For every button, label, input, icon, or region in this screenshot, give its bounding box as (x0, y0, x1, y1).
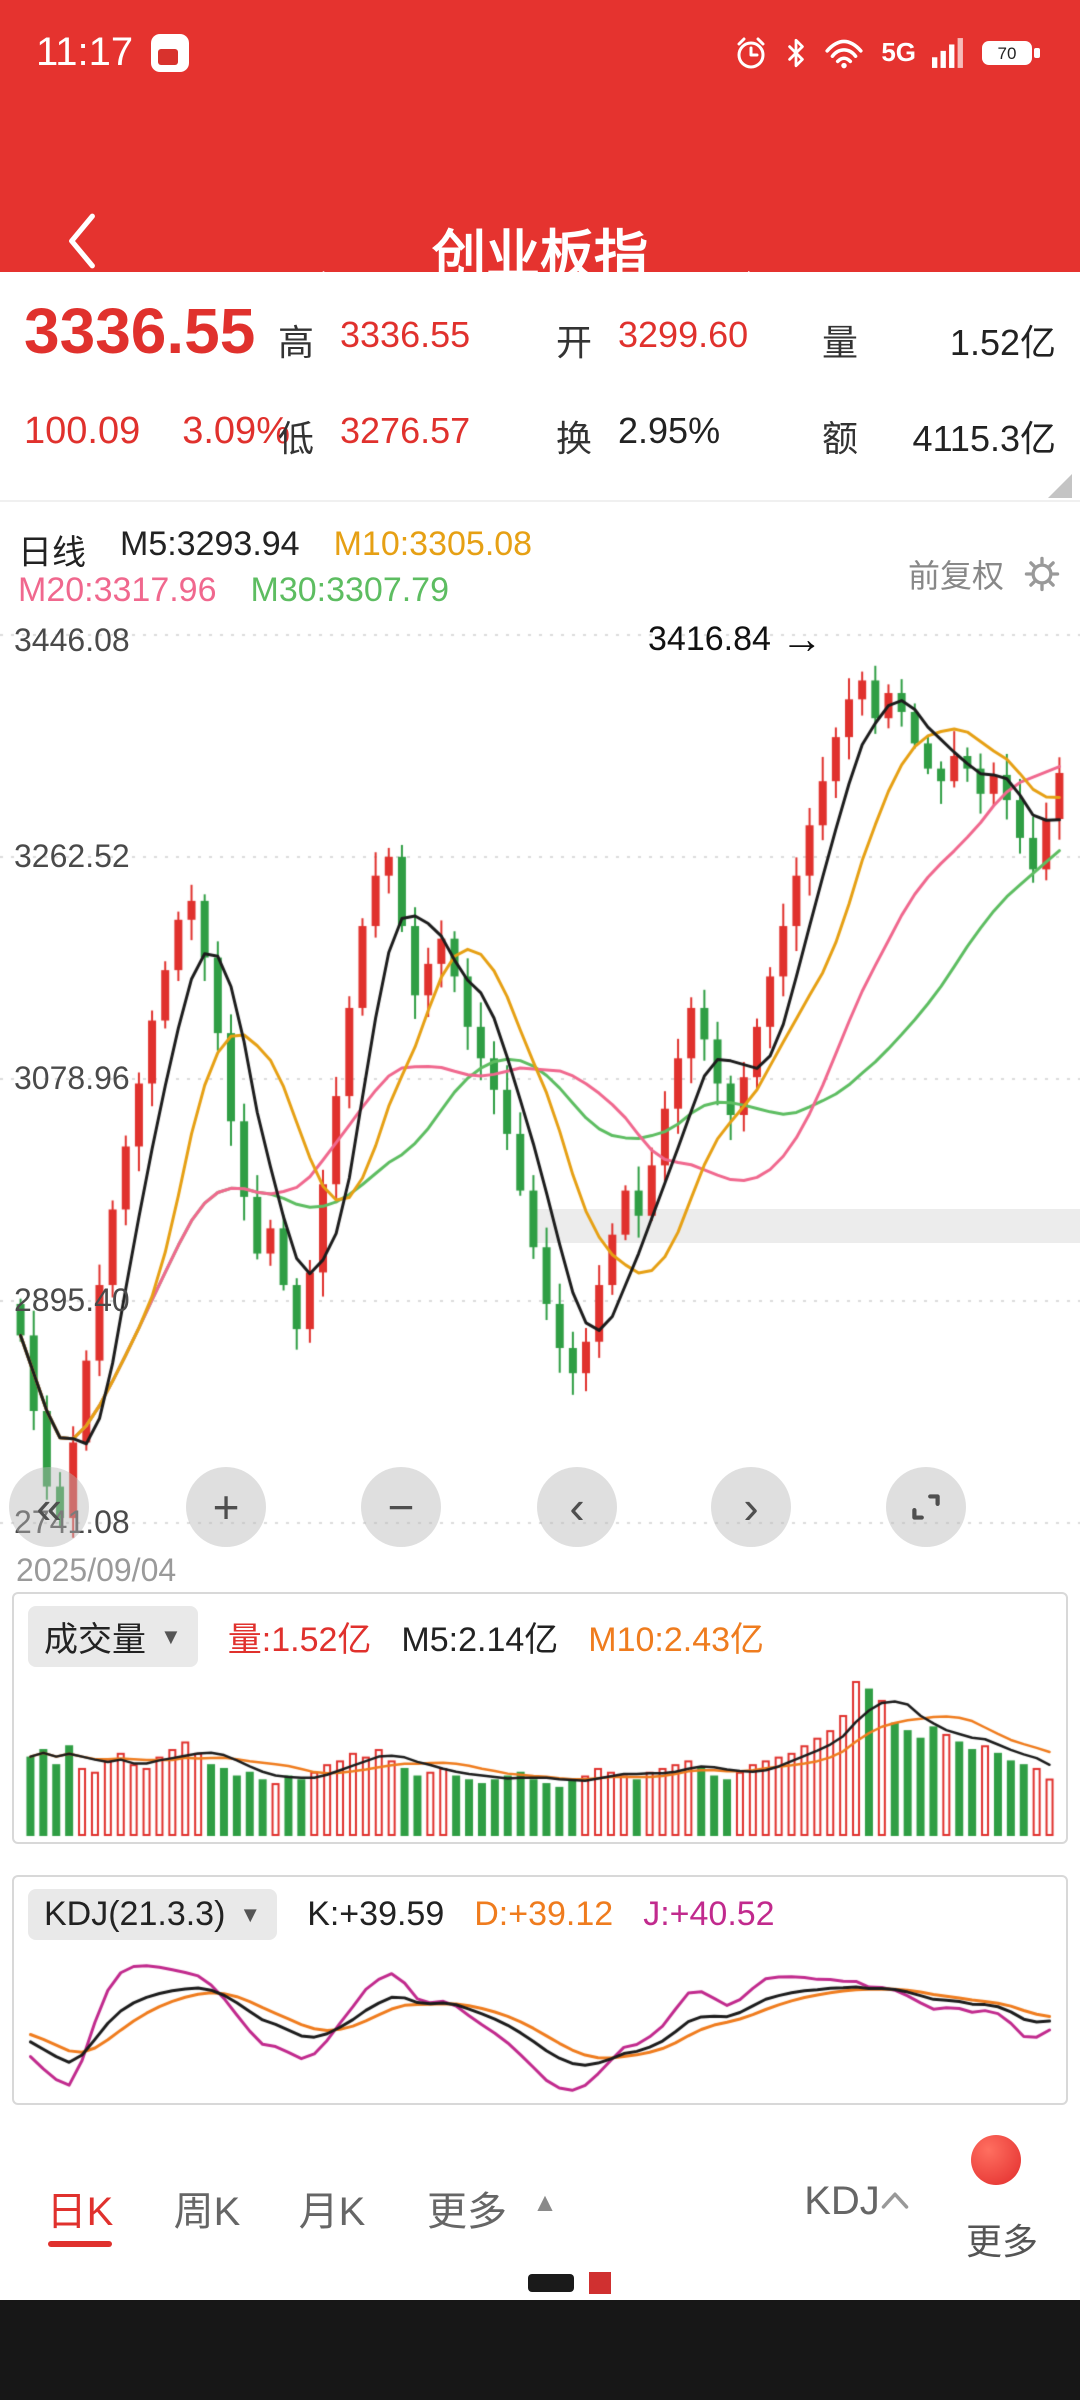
tab-daily-k[interactable]: 日K (46, 2190, 114, 2234)
active-tab-underline (48, 2241, 112, 2247)
battery-icon: 70 (982, 40, 1040, 65)
pan-left-button[interactable]: ‹ (537, 1467, 617, 1547)
y-axis-label: 3078.96 (14, 1060, 130, 1096)
more-options-label[interactable]: 更多 (965, 2221, 1039, 2262)
fullscreen-button[interactable] (886, 1467, 966, 1547)
back-chevron-icon[interactable] (60, 210, 104, 272)
section-divider (0, 500, 1080, 502)
kdj-indicator-selector[interactable]: KDJ(21.3.3) ▼ (28, 1889, 278, 1940)
quote-low: 低 3276.57 (278, 410, 471, 459)
partial-banner-square (589, 2272, 611, 2294)
chevron-up-icon[interactable] (880, 2189, 910, 2211)
network-type-label: 5G (881, 37, 916, 67)
scroll-fast-left-button[interactable]: « (9, 1467, 89, 1547)
notification-app-icon (151, 33, 190, 72)
bluetooth-icon (788, 38, 805, 67)
quote-expand-corner[interactable] (1048, 474, 1072, 498)
indicator-selector-label[interactable]: KDJ (804, 2179, 880, 2223)
kdj-j-value: J:+40.52 (643, 1895, 775, 1933)
kdj-d-value: D:+39.12 (474, 1895, 614, 1933)
arrow-right-icon: → (780, 615, 823, 662)
wifi-icon (825, 39, 863, 68)
current-price: 3336.55 (24, 295, 256, 367)
kdj-k-value: K:+39.59 (307, 1895, 445, 1933)
tab-more-periods[interactable]: 更多 (427, 2190, 507, 2234)
volume-indicator-selector[interactable]: 成交量 ▼ (28, 1606, 198, 1667)
candlestick-chart[interactable] (0, 612, 1080, 1546)
quote-amount: 额 4115.3亿 (822, 418, 1056, 459)
alarm-icon (737, 37, 765, 68)
pan-right-button[interactable]: › (711, 1467, 791, 1547)
quote-high: 高 3336.55 (278, 314, 471, 363)
quote-turnover-rate: 换 2.95% (556, 410, 721, 459)
ma10-value: M10:3305.08 (333, 525, 533, 563)
price-change: 100.09 3.09% (24, 410, 290, 453)
zoom-in-button[interactable]: + (186, 1467, 266, 1547)
quote-panel: 3336.55 100.09 3.09% 高 3336.55 开 3299.60… (0, 272, 1080, 502)
fullscreen-icon (912, 1494, 940, 1520)
kdj-pane: KDJ(21.3.3) ▼ K:+39.59 D:+39.12 J:+40.52 (12, 1875, 1068, 2105)
android-nav-bar (0, 2300, 1080, 2400)
ma5-value: M5:3293.94 (120, 525, 300, 563)
chart-start-date: 2025/09/04 (16, 1552, 177, 1588)
triangle-up-icon: ▲ (532, 2187, 558, 2217)
battery-level-text: 70 (998, 44, 1017, 63)
volume-pane: 成交量 ▼ 量:1.52亿 M5:2.14亿 M10:2.43亿 (12, 1592, 1068, 1844)
chevron-down-icon: ▼ (239, 1901, 262, 1927)
y-axis-label: 3446.08 (14, 622, 130, 658)
adjust-mode-label[interactable]: 前复权 (907, 558, 1004, 594)
settings-gear-icon[interactable] (1022, 554, 1062, 594)
quote-volume: 量 1.52亿 (822, 322, 1056, 363)
kdj-chart[interactable] (14, 1953, 1066, 2103)
y-axis-label: 3262.52 (14, 838, 130, 874)
ma30-value: M30:3307.79 (250, 571, 450, 609)
partial-banner-bar (528, 2274, 574, 2292)
ma20-value: M20:3317.96 (18, 571, 217, 609)
clock-time: 11:17 (36, 30, 134, 74)
tab-weekly-k[interactable]: 周K (173, 2190, 241, 2234)
zoom-out-button[interactable]: − (361, 1467, 441, 1547)
period-label: 日线 (18, 534, 86, 572)
status-bar: 11:17 5G (0, 0, 1080, 105)
chart-header: 日线 M5:3293.94 M10:3305.08 M20:3317.96 M3… (18, 525, 1062, 617)
volume-ma10: M10:2.43亿 (588, 1621, 765, 1659)
quote-open: 开 3299.60 (556, 314, 749, 363)
app-header: ◀ 创业板指 399006 ▶ (0, 105, 1080, 336)
chevron-down-icon: ▼ (160, 1623, 182, 1649)
tab-monthly-k[interactable]: 月K (298, 2190, 366, 2234)
change-percent: 3.09% (182, 410, 290, 452)
volume-ma5: M5:2.14亿 (401, 1621, 559, 1659)
volume-current: 量:1.52亿 (227, 1621, 372, 1659)
period-tab-bar: 日K 周K 月K 更多 ▲ KDJ 更多 (0, 2135, 1080, 2300)
more-red-dot-button[interactable] (971, 2135, 1021, 2185)
change-value: 100.09 (24, 410, 141, 452)
y-axis-label: 2741.08 (14, 1504, 130, 1540)
volume-chart[interactable] (14, 1664, 1066, 1842)
y-axis-label: 2895.40 (14, 1282, 130, 1318)
peak-price-annotation: 3416.84 → (648, 615, 823, 662)
signal-bars-icon (932, 37, 963, 68)
